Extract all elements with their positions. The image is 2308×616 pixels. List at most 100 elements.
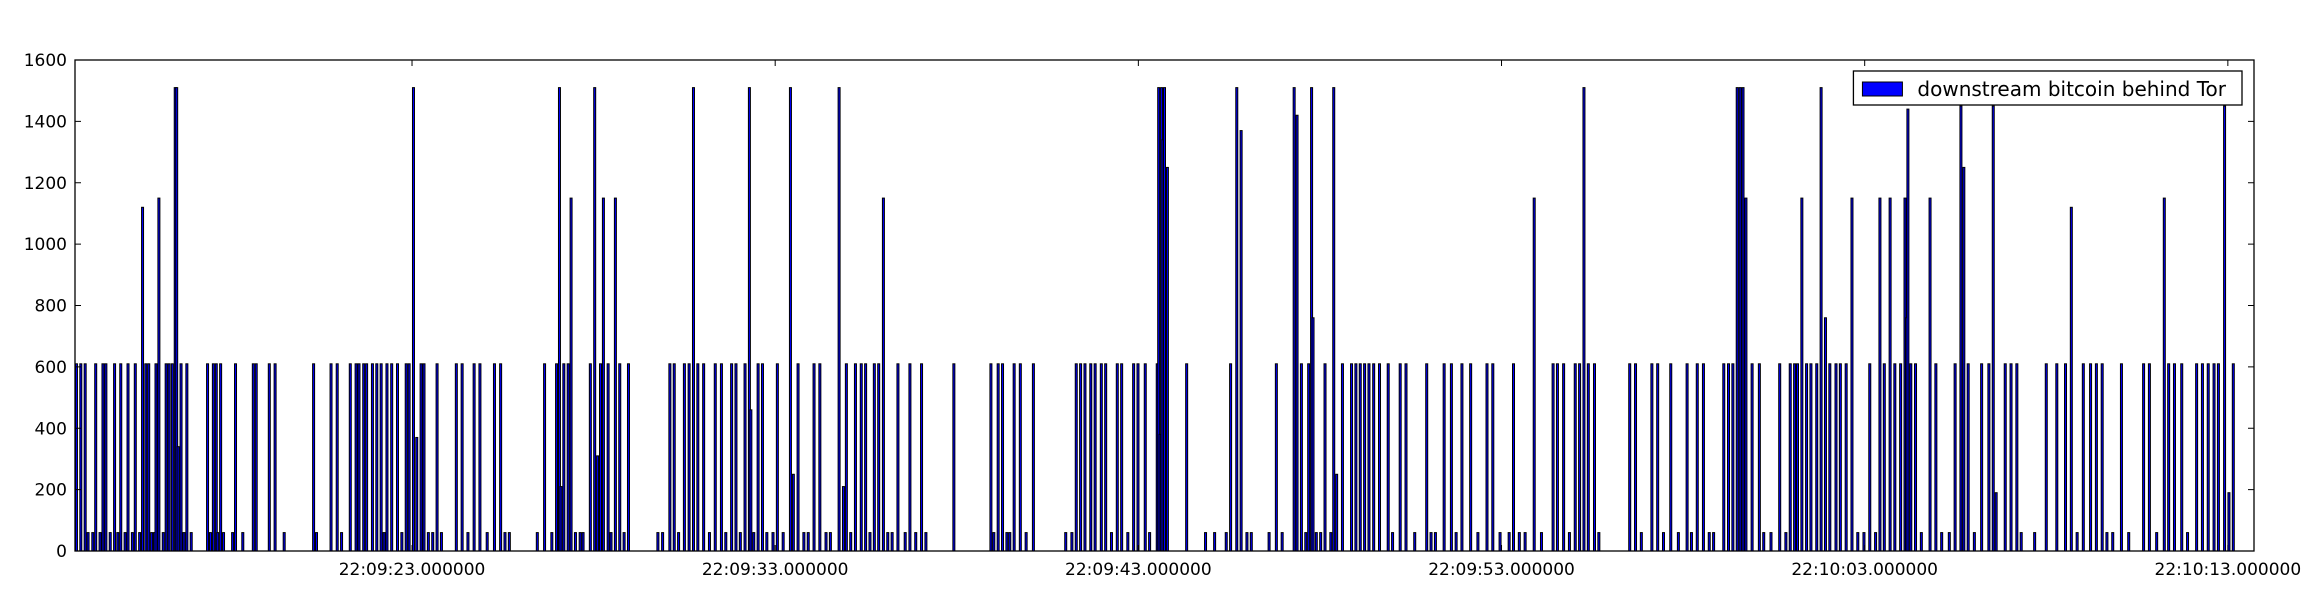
bar (1005, 532, 1009, 552)
bar (1267, 532, 1271, 552)
bar (231, 532, 235, 552)
bar (1578, 363, 1582, 552)
bar (1517, 532, 1521, 552)
bar (1573, 363, 1577, 552)
bar (1083, 363, 1087, 552)
bar (411, 87, 415, 552)
bar (1805, 363, 1809, 552)
bar (1972, 532, 1976, 552)
bar (1628, 363, 1632, 552)
bar (1966, 363, 1970, 552)
bar (2212, 363, 2216, 552)
bar (1292, 87, 1296, 552)
bar (812, 363, 816, 552)
bar (952, 363, 956, 552)
bar (1340, 363, 1344, 552)
bar (908, 363, 912, 552)
bar (2089, 363, 2093, 552)
bar (2015, 363, 2019, 552)
x-tick-label: 22:09:33.000000 (702, 560, 849, 580)
bar (1454, 532, 1458, 552)
bar (478, 363, 482, 552)
bar (273, 363, 277, 552)
bar (1093, 363, 1097, 552)
bar (485, 532, 489, 552)
bar (1213, 532, 1217, 552)
bar (1582, 87, 1586, 552)
bar (1372, 363, 1376, 552)
bar (400, 532, 404, 552)
bar (1204, 532, 1208, 552)
bar (903, 532, 907, 552)
bar (1335, 473, 1339, 552)
bar (1429, 532, 1433, 552)
bar (216, 532, 220, 552)
bar (618, 363, 622, 552)
bar (460, 363, 464, 552)
bar (1367, 363, 1371, 552)
bar (920, 363, 924, 552)
bar (101, 363, 105, 552)
bar (2064, 363, 2068, 552)
bar (1676, 532, 1680, 552)
bar (1280, 532, 1284, 552)
bar (2167, 363, 2171, 552)
bar (877, 363, 881, 552)
bar (696, 363, 700, 552)
bar (1079, 363, 1083, 552)
bar (672, 363, 676, 552)
bar (682, 363, 686, 552)
y-tick-label: 1600 (24, 51, 67, 71)
bar (818, 363, 822, 552)
bar (354, 363, 358, 552)
bar (1834, 363, 1838, 552)
bar (206, 363, 210, 552)
bar (86, 532, 90, 552)
bar (1567, 532, 1571, 552)
bar (2172, 363, 2176, 552)
bar (1844, 363, 1848, 552)
bar (492, 363, 496, 552)
bar (1307, 363, 1311, 552)
bar (2019, 532, 2023, 552)
bar (1377, 363, 1381, 552)
bar (130, 532, 134, 552)
bar (214, 363, 218, 552)
bar (1532, 197, 1536, 552)
bar (1274, 363, 1278, 552)
bar (1311, 317, 1315, 552)
bar (185, 363, 189, 552)
bar (2081, 363, 2085, 552)
bar (1744, 197, 1748, 552)
bar (503, 532, 507, 552)
bar (828, 532, 832, 552)
bar (2075, 532, 2079, 552)
bar (1738, 87, 1742, 552)
bar (1882, 363, 1886, 552)
bar (578, 532, 582, 552)
bar (1838, 363, 1842, 552)
bar (1800, 197, 1804, 552)
bars (74, 87, 2235, 552)
bar (1115, 363, 1119, 552)
bar (1701, 363, 1705, 552)
bar (677, 532, 681, 552)
legend: downstream bitcoin behind Tor (1852, 70, 2243, 106)
bar (1398, 363, 1402, 552)
bar (1987, 363, 1991, 552)
bar (1592, 363, 1596, 552)
bar (2100, 363, 2104, 552)
y-tick-label: 400 (35, 419, 67, 439)
bar (1070, 532, 1074, 552)
bar (2206, 363, 2210, 552)
bar (781, 532, 785, 552)
bar (1413, 532, 1417, 552)
y-tick-label: 1200 (24, 174, 67, 194)
bar (1906, 108, 1910, 552)
bar (119, 363, 123, 552)
bar (724, 532, 728, 552)
bar (771, 532, 775, 552)
bar (1991, 105, 1995, 552)
bar (914, 532, 918, 552)
